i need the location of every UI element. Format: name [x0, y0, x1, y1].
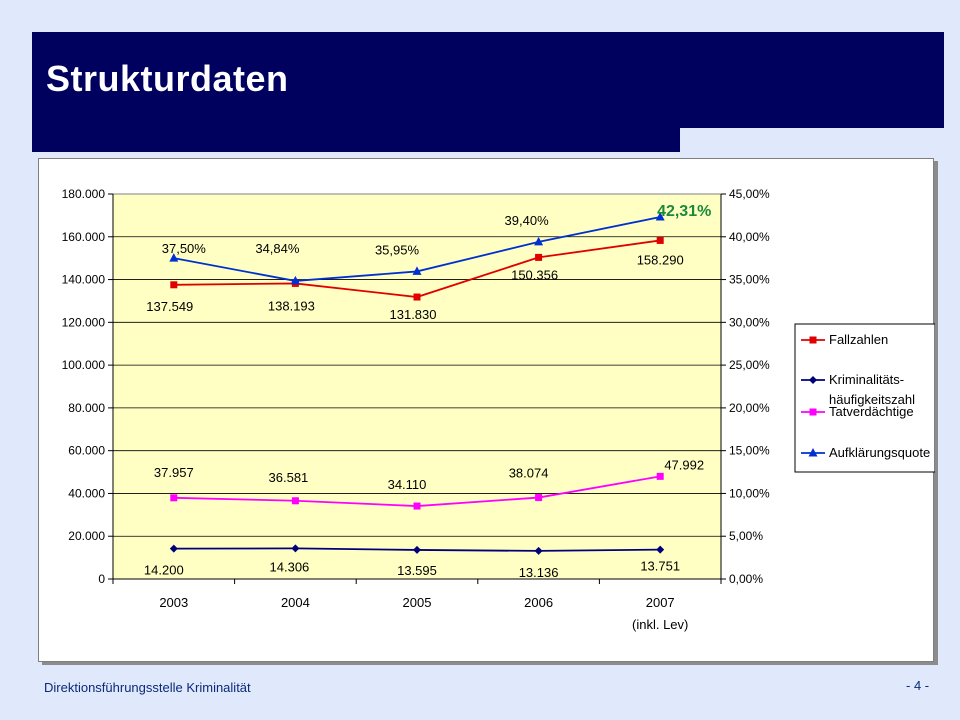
data-point: [534, 546, 543, 555]
data-label: 14.306: [270, 559, 310, 574]
data-label: 47.992: [664, 457, 704, 472]
data-point: [170, 281, 178, 289]
data-point: [291, 497, 299, 505]
y-right-tick-label: 40,00%: [729, 230, 770, 244]
plot-area: [112, 193, 722, 580]
data-point: [656, 472, 664, 480]
chart-frame: 0 0,00% 20.000 5,00% 40.000 10,00% 60.000 15,00…: [38, 158, 935, 662]
title-bar-tail: [32, 128, 680, 152]
y-left-tick-label: 160.000: [62, 230, 106, 244]
data-point: [655, 212, 665, 221]
x-tick-label: 2004: [281, 595, 310, 610]
data-label: 14.200: [144, 563, 184, 578]
y-left-tick-label: 100.000: [62, 358, 106, 372]
data-point: [413, 545, 421, 554]
x-tick-label: 2005: [403, 595, 432, 610]
data-label: 39,40%: [505, 213, 550, 228]
x-tick-sublabel: (inkl. Lev): [632, 617, 688, 632]
legend-box: [794, 323, 935, 473]
data-point: [170, 494, 178, 502]
x-tick-label: 2003: [159, 595, 188, 610]
slide-title: Strukturdaten: [46, 58, 289, 99]
data-label: 150.356: [511, 267, 558, 282]
y-right-tick-label: 25,00%: [729, 358, 770, 372]
data-point: [412, 266, 422, 275]
data-label: 13.595: [397, 563, 437, 578]
footer-text: Direktionsführungsstelle Kriminalität: [44, 680, 251, 695]
data-label: 38.074: [509, 466, 549, 481]
legend-label: Kriminalitäts-: [829, 372, 904, 387]
data-label: 37.957: [154, 465, 194, 480]
legend-swatch-marker: [808, 448, 818, 457]
data-label: 13.751: [640, 559, 680, 574]
y-right-tick-label: 0,00%: [729, 572, 763, 586]
combo-line-chart: 0 0,00% 20.000 5,00% 40.000 10,00% 60.000 15,00…: [62, 187, 935, 632]
data-point: [535, 253, 543, 261]
data-point: [534, 236, 544, 246]
data-label: 37,50%: [162, 241, 207, 256]
data-label: 131.830: [390, 307, 437, 322]
y-left-tick-label: 60.000: [68, 444, 105, 458]
y-left-tick-label: 80.000: [68, 401, 105, 415]
legend-label: häufigkeitszahl: [829, 392, 915, 407]
data-label: 137.549: [146, 299, 193, 314]
legend-label: Tatverdächtige: [829, 404, 914, 419]
legend-label: Aufklärungsquote: [829, 445, 930, 460]
y-right-tick-label: 35,00%: [729, 273, 770, 287]
data-point: [290, 275, 300, 285]
x-tick-label: 2007: [646, 595, 675, 610]
data-label: 34.110: [388, 477, 427, 492]
data-label: 34,84%: [255, 241, 300, 256]
data-point: [413, 502, 421, 510]
data-label: 138.193: [268, 298, 315, 313]
x-tick-label: 2006: [524, 595, 553, 610]
data-point: [169, 253, 179, 262]
data-label: 36.581: [269, 470, 309, 485]
y-right-tick-label: 5,00%: [729, 529, 763, 543]
y-right-tick-label: 45,00%: [729, 187, 770, 201]
data-point: [656, 545, 665, 554]
y-right-tick-label: 15,00%: [729, 444, 770, 458]
y-left-tick-label: 40.000: [68, 486, 105, 500]
data-point: [169, 544, 178, 553]
data-label: 42,31%: [657, 203, 711, 220]
y-right-tick-label: 20,00%: [729, 401, 770, 415]
y-left-tick-label: 20.000: [68, 529, 105, 543]
legend-swatch-marker: [809, 376, 817, 384]
y-left-tick-label: 0: [98, 572, 105, 586]
y-left-tick-label: 120.000: [62, 315, 106, 329]
y-right-tick-label: 30,00%: [729, 315, 770, 329]
legend-swatch-marker: [809, 408, 817, 416]
data-label: 158.290: [637, 252, 684, 267]
data-point: [413, 293, 421, 301]
y-left-tick-label: 180.000: [62, 187, 106, 201]
y-right-tick-label: 10,00%: [729, 486, 770, 500]
title-bar: [32, 32, 944, 128]
page-number: - 4 -: [906, 678, 930, 693]
legend-swatch-marker: [809, 336, 817, 344]
data-label: 35,95%: [375, 242, 420, 257]
legend-label: Fallzahlen: [829, 332, 888, 347]
data-point: [535, 494, 543, 502]
data-point: [656, 236, 664, 244]
data-label: 13.136: [519, 565, 559, 580]
data-point: [291, 544, 300, 553]
y-left-tick-label: 140.000: [62, 273, 106, 287]
